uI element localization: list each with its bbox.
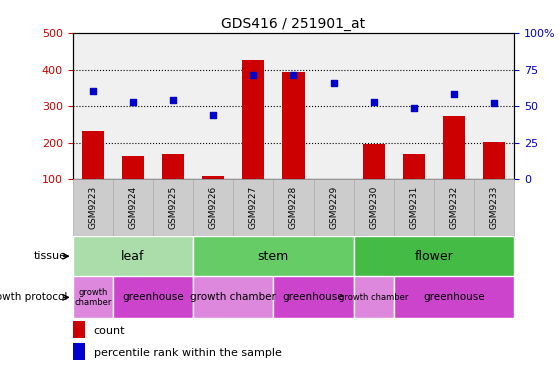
Bar	[443, 116, 465, 179]
Point	[449, 92, 458, 97]
Bar	[273, 276, 354, 318]
Bar	[394, 179, 434, 236]
Text: greenhouse: greenhouse	[283, 292, 344, 302]
Text: leaf: leaf	[121, 250, 145, 263]
Bar	[483, 142, 505, 179]
Text: growth chamber: growth chamber	[339, 293, 409, 302]
Text: growth protocol: growth protocol	[0, 292, 67, 302]
Bar	[474, 179, 514, 236]
Point	[129, 99, 138, 105]
Text: GSM9223: GSM9223	[88, 186, 97, 229]
Point	[88, 89, 97, 94]
Text: GSM9229: GSM9229	[329, 186, 338, 229]
Text: GSM9227: GSM9227	[249, 186, 258, 229]
Text: GSM9232: GSM9232	[449, 186, 458, 229]
Point	[209, 112, 217, 118]
Bar	[434, 179, 474, 236]
Point	[409, 105, 418, 111]
Text: growth
chamber: growth chamber	[74, 288, 111, 307]
Bar	[242, 60, 264, 179]
Text: GSM9233: GSM9233	[490, 186, 499, 229]
Bar	[273, 179, 314, 236]
Text: percentile rank within the sample: percentile rank within the sample	[94, 348, 282, 358]
Bar	[354, 179, 394, 236]
Text: GSM9224: GSM9224	[129, 186, 138, 229]
Text: growth chamber: growth chamber	[190, 292, 276, 302]
Bar	[193, 179, 233, 236]
Bar	[113, 276, 193, 318]
Text: count: count	[94, 326, 125, 336]
Bar	[73, 276, 113, 318]
Point	[490, 100, 499, 106]
Text: flower: flower	[415, 250, 453, 263]
Bar	[233, 179, 273, 236]
Bar	[82, 131, 104, 179]
Bar	[73, 321, 85, 338]
Bar	[193, 236, 354, 276]
Text: GSM9228: GSM9228	[289, 186, 298, 229]
Bar	[354, 276, 394, 318]
Point	[289, 72, 298, 78]
Text: GSM9226: GSM9226	[209, 186, 217, 229]
Text: GSM9225: GSM9225	[168, 186, 178, 229]
Bar	[282, 72, 305, 179]
Text: GSM9230: GSM9230	[369, 186, 378, 229]
Text: greenhouse: greenhouse	[423, 292, 485, 302]
Bar	[113, 179, 153, 236]
Bar	[403, 154, 425, 179]
Bar	[354, 236, 514, 276]
Bar	[153, 179, 193, 236]
Bar	[73, 179, 113, 236]
Title: GDS416 / 251901_at: GDS416 / 251901_at	[221, 16, 366, 30]
Bar	[202, 176, 224, 179]
Text: GSM9231: GSM9231	[409, 186, 419, 229]
Bar	[162, 154, 184, 179]
Bar	[122, 156, 144, 179]
Point	[329, 80, 338, 86]
Bar	[193, 276, 273, 318]
Text: tissue: tissue	[34, 251, 67, 261]
Bar	[314, 179, 354, 236]
Bar	[394, 276, 514, 318]
Point	[169, 97, 178, 103]
Bar	[73, 236, 193, 276]
Bar	[73, 343, 85, 360]
Text: greenhouse: greenhouse	[122, 292, 184, 302]
Bar	[363, 144, 385, 179]
Text: stem: stem	[258, 250, 289, 263]
Point	[249, 72, 258, 78]
Point	[369, 99, 378, 105]
